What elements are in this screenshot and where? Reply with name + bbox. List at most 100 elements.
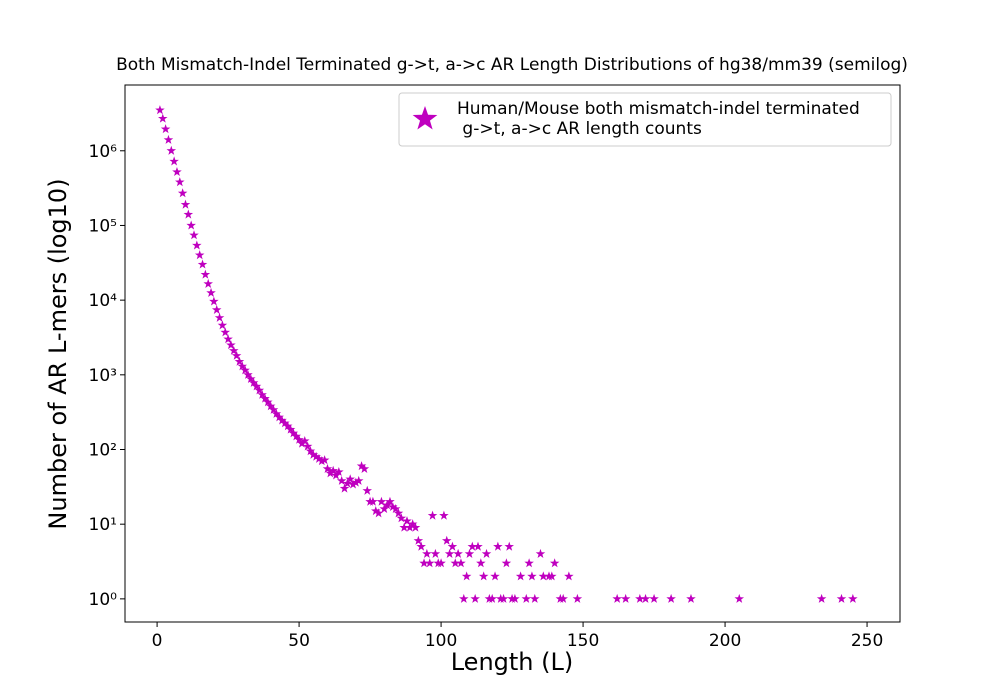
data-point	[848, 593, 858, 603]
data-point	[268, 404, 279, 414]
data-point	[422, 548, 432, 558]
data-point	[402, 516, 412, 526]
data-point	[158, 113, 168, 123]
chart-title: Both Mismatch-Indel Terminated g->t, a->…	[116, 55, 908, 75]
data-point	[348, 479, 358, 489]
data-point	[211, 304, 222, 314]
data-point	[538, 571, 549, 581]
data-point	[620, 593, 631, 603]
data-point	[325, 468, 336, 478]
data-point	[197, 259, 208, 269]
y-tick-label: 10¹	[89, 515, 117, 535]
data-point	[160, 124, 171, 134]
data-point	[234, 356, 245, 366]
data-point	[399, 522, 409, 532]
data-point	[177, 188, 188, 198]
data-point	[456, 558, 466, 568]
data-point	[549, 558, 560, 568]
x-tick-label: 100	[425, 631, 457, 651]
data-point	[734, 593, 745, 603]
data-point	[288, 428, 299, 438]
x-tick-label: 0	[152, 631, 163, 651]
data-point	[317, 456, 327, 466]
data-point	[175, 177, 185, 187]
data-point	[368, 496, 378, 506]
data-point	[356, 461, 367, 471]
data-point	[334, 466, 344, 477]
data-point	[444, 548, 455, 558]
data-point	[223, 334, 233, 344]
data-point	[200, 269, 211, 279]
x-tick-label: 150	[567, 631, 599, 651]
data-point	[362, 485, 372, 495]
data-point	[410, 522, 421, 532]
data-point	[490, 571, 500, 581]
data-point	[209, 296, 219, 306]
data-point	[385, 496, 395, 506]
data-point	[373, 508, 384, 518]
data-point	[510, 593, 520, 603]
data-point	[229, 345, 239, 355]
data-point	[155, 105, 165, 115]
data-point	[836, 593, 847, 603]
data-point	[169, 156, 179, 166]
data-point	[498, 593, 509, 603]
data-point	[265, 401, 276, 411]
data-point	[240, 365, 250, 375]
data-point	[436, 558, 446, 568]
data-point	[430, 548, 441, 558]
data-point	[572, 593, 583, 603]
data-point	[666, 593, 676, 603]
data-point	[194, 250, 205, 260]
data-point	[192, 240, 202, 250]
data-point	[535, 548, 546, 558]
data-point	[478, 571, 489, 581]
data-point	[450, 558, 461, 568]
data-point	[300, 435, 310, 446]
data-point	[515, 571, 526, 581]
x-tick-label: 50	[288, 631, 310, 651]
data-point	[424, 558, 435, 568]
data-point	[248, 377, 259, 387]
y-tick-label: 10⁵	[89, 216, 117, 236]
data-point	[339, 483, 350, 493]
data-point	[379, 503, 390, 513]
data-point	[351, 477, 361, 487]
data-point	[243, 369, 253, 379]
data-point	[166, 145, 177, 155]
data-point	[442, 535, 452, 545]
data-point	[291, 431, 301, 441]
data-point	[274, 412, 284, 422]
data-point	[459, 593, 469, 603]
data-point	[214, 312, 225, 322]
data-point	[231, 350, 242, 360]
data-point	[280, 418, 290, 428]
data-point	[302, 441, 313, 451]
data-point	[439, 510, 449, 520]
data-point	[331, 470, 341, 480]
data-point	[277, 415, 287, 425]
data-point	[461, 571, 472, 581]
data-point	[345, 474, 355, 484]
data-point	[447, 541, 458, 551]
data-point	[282, 421, 293, 431]
data-point	[390, 503, 401, 513]
data-point	[407, 519, 418, 529]
data-point	[393, 508, 404, 518]
data-point	[305, 446, 316, 456]
data-point	[547, 571, 557, 581]
data-point	[186, 220, 196, 230]
data-point	[416, 541, 426, 551]
y-tick-label: 10⁶	[89, 142, 118, 162]
data-point	[297, 438, 307, 448]
data-point	[382, 500, 392, 510]
y-axis-label: Number of AR L-mers (log10)	[44, 178, 72, 529]
y-tick-label: 10⁰	[89, 590, 118, 610]
data-point	[251, 381, 262, 391]
data-point	[254, 385, 265, 395]
data-point	[530, 593, 540, 603]
data-point	[371, 506, 381, 516]
data-point	[308, 449, 319, 459]
y-tick-label: 10²	[89, 441, 117, 461]
